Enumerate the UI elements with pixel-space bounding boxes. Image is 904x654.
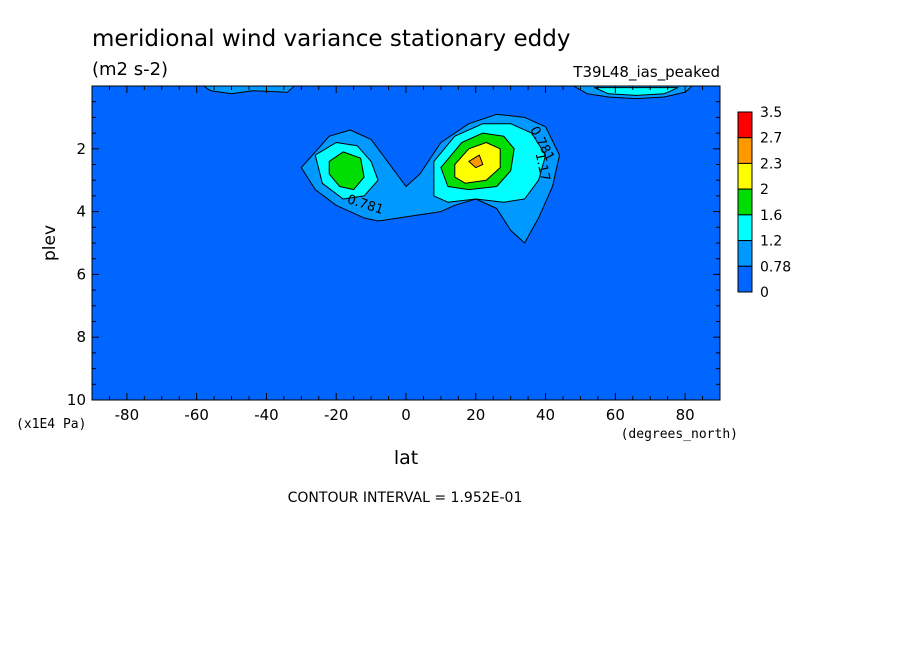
colorbar-swatch [737,265,753,293]
chart-title: meridional wind variance stationary eddy [92,26,570,52]
y-tick-label: 2 [76,140,86,158]
chart-units: (m2 s-2) [92,59,168,80]
colorbar-label: 0 [760,285,769,301]
contour-label-1: 1.17 [532,151,553,182]
y-axis-label: plev [40,225,60,261]
x-axis-label: lat [394,447,418,469]
dataset-label: T39L48_ias_peaked [572,63,720,82]
colorbar-swatch [737,240,753,267]
contour-interval-note: CONTOUR INTERVAL = 1.952E-01 [288,490,523,506]
colorbar-swatch [737,214,753,242]
x-tick-label: 60 [606,406,625,424]
colorbar-label: 1.6 [760,208,782,224]
x-tick-label: 80 [676,406,695,424]
colorbar-label: 2.7 [760,131,782,147]
colorbar-label: 3.5 [760,105,782,121]
x-tick-label: -80 [115,406,140,424]
colorbar-label: 2.3 [760,156,782,172]
x-tick-label: 0 [401,406,411,424]
y-tick-label: 10 [67,391,86,409]
x-tick-label: -20 [324,406,349,424]
x-tick-label: 20 [466,406,485,424]
y-tick-label: 4 [76,203,86,221]
contour-region-0 [92,86,720,400]
colorbar-swatch [737,111,753,139]
x-tick-label: -40 [254,406,279,424]
x-tick-label: -60 [184,406,209,424]
x-axis-units: (degrees_north) [621,427,738,442]
colorbar: 3.5 2.7 2.3 2 1.6 1.2 0.78 0 [737,105,791,301]
contour-region-7 [328,151,365,191]
y-tick-label: 8 [76,328,86,346]
y-axis-units: (x1E4 Pa) [16,417,86,432]
colorbar-swatch [737,137,753,164]
contour-region-10 [468,154,484,169]
colorbar-swatch [737,162,753,190]
colorbar-label: 2 [760,182,769,198]
colorbar-label: 0.78 [760,259,791,275]
colorbar-label: 1.2 [760,234,782,250]
y-tick-label: 6 [76,265,86,283]
colorbar-swatch [737,188,753,216]
x-tick-label: 40 [536,406,555,424]
